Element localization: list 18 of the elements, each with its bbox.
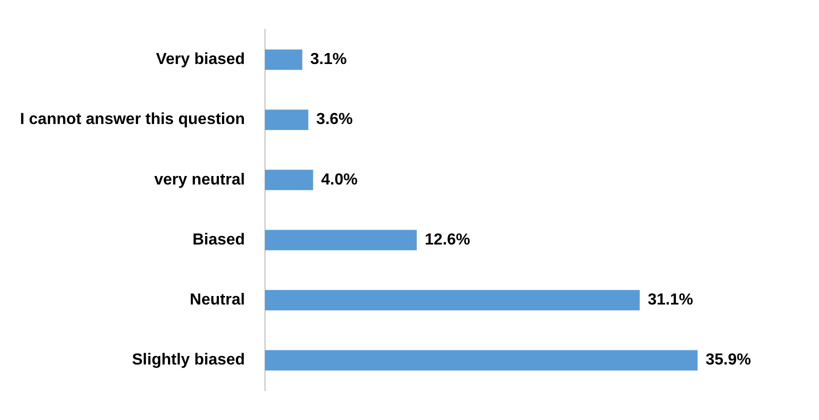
bar bbox=[264, 230, 417, 250]
y-tick-label: very neutral bbox=[154, 171, 245, 188]
data-label: 3.1% bbox=[310, 51, 347, 68]
y-tick-label: Neutral bbox=[190, 292, 245, 309]
data-label: 3.6% bbox=[316, 111, 353, 128]
data-label: 12.6% bbox=[424, 231, 470, 248]
y-tick-label: Very biased bbox=[156, 51, 245, 68]
y-tick-label: I cannot answer this question bbox=[20, 111, 245, 128]
y-tick-label: Biased bbox=[192, 231, 245, 248]
y-tick-label: Slightly biased bbox=[132, 352, 245, 369]
bar bbox=[264, 49, 302, 70]
bar bbox=[264, 170, 314, 190]
data-label: 31.1% bbox=[648, 292, 694, 309]
bar bbox=[264, 110, 308, 130]
data-label: 4.0% bbox=[321, 171, 358, 188]
bar bbox=[264, 350, 698, 371]
data-label: 35.9% bbox=[706, 352, 751, 369]
bar bbox=[264, 290, 640, 310]
